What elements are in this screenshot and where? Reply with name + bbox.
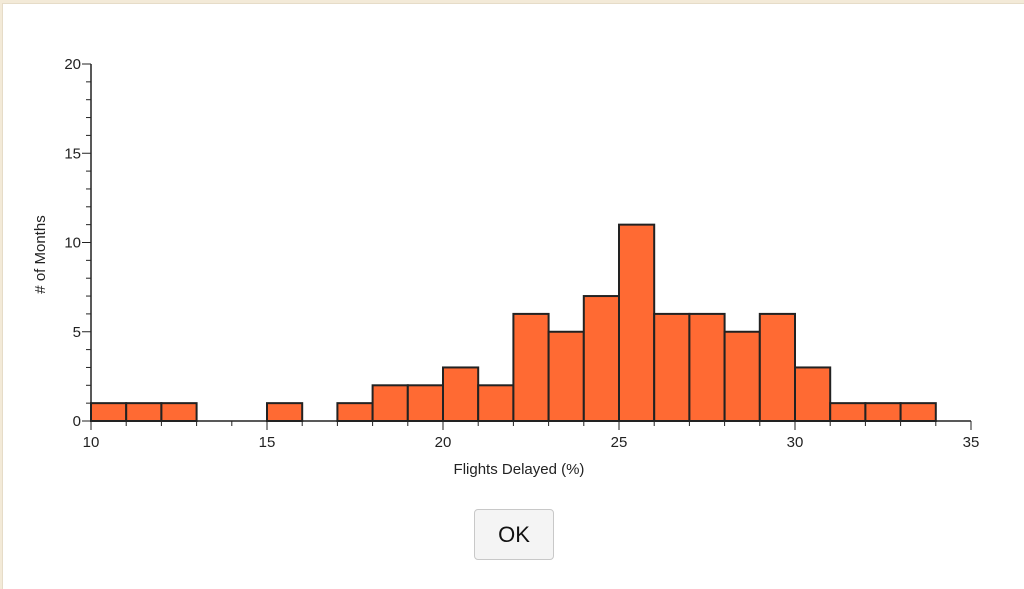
histogram-bar xyxy=(406,384,444,422)
histogram-bar xyxy=(336,402,374,422)
histogram-bar xyxy=(758,312,796,422)
y-tick-label: 15 xyxy=(64,145,81,162)
histogram-bar xyxy=(618,223,656,422)
histogram-bar xyxy=(90,402,128,422)
y-tick-label: 10 xyxy=(64,235,81,252)
histogram-bar xyxy=(266,402,304,422)
histogram-bar xyxy=(512,312,550,422)
x-tick-label: 30 xyxy=(787,434,804,451)
y-tick-label: 20 xyxy=(64,56,81,73)
x-tick-label: 20 xyxy=(435,434,452,451)
x-axis: 10 15 20 25 30 35 xyxy=(83,421,980,451)
y-tick-label: 5 xyxy=(73,324,81,341)
y-axis: 0 5 10 15 20 xyxy=(64,56,91,430)
histogram-bar xyxy=(371,384,409,422)
ok-button[interactable]: OK xyxy=(474,509,554,560)
histogram-bar xyxy=(125,402,163,422)
x-axis-label: Flights Delayed (%) xyxy=(454,461,585,478)
histogram-bar xyxy=(477,384,515,422)
x-tick-label: 25 xyxy=(611,434,628,451)
histogram-bar xyxy=(864,402,902,422)
y-axis-label: # of Months xyxy=(32,215,49,293)
histogram-bar xyxy=(653,312,691,422)
x-tick-label: 15 xyxy=(259,434,276,451)
histogram-bar xyxy=(442,366,480,423)
histogram-bar xyxy=(160,402,198,422)
histogram-bar xyxy=(829,402,867,422)
histogram-bar xyxy=(688,312,726,422)
x-tick-label: 10 xyxy=(83,434,100,451)
histogram-bar xyxy=(547,330,585,422)
histogram-bar xyxy=(899,402,937,422)
x-tick-label: 35 xyxy=(963,434,980,451)
histogram-bar xyxy=(582,295,620,422)
histogram-bar xyxy=(794,366,832,423)
histogram-bar xyxy=(723,330,761,422)
bars-group xyxy=(90,223,937,423)
y-tick-label: 0 xyxy=(73,413,81,430)
histogram-chart: 10 15 20 25 30 35 0 5 10 15 20 Flights Delayed (%… xyxy=(32,56,980,478)
chart-dialog: 10 15 20 25 30 35 0 5 10 15 20 Flights Delayed (%… xyxy=(2,3,1024,589)
